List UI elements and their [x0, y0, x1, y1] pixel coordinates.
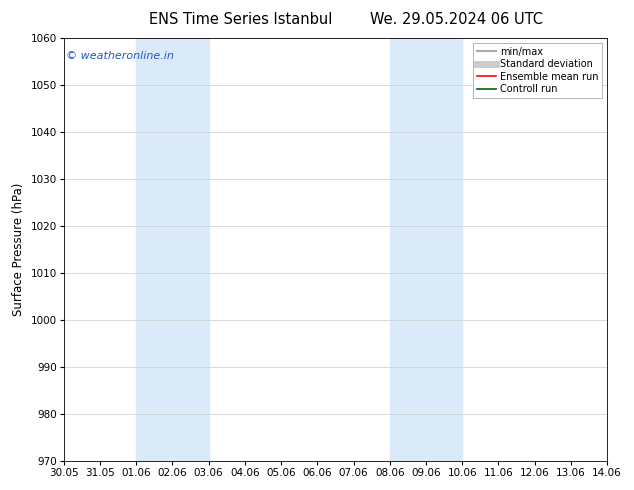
Text: © weatheronline.in: © weatheronline.in — [67, 51, 174, 61]
Y-axis label: Surface Pressure (hPa): Surface Pressure (hPa) — [12, 183, 25, 316]
Legend: min/max, Standard deviation, Ensemble mean run, Controll run: min/max, Standard deviation, Ensemble me… — [473, 43, 602, 98]
Bar — [390, 38, 462, 461]
Text: ENS Time Series Istanbul: ENS Time Series Istanbul — [149, 12, 333, 27]
Text: We. 29.05.2024 06 UTC: We. 29.05.2024 06 UTC — [370, 12, 543, 27]
Bar — [136, 38, 209, 461]
